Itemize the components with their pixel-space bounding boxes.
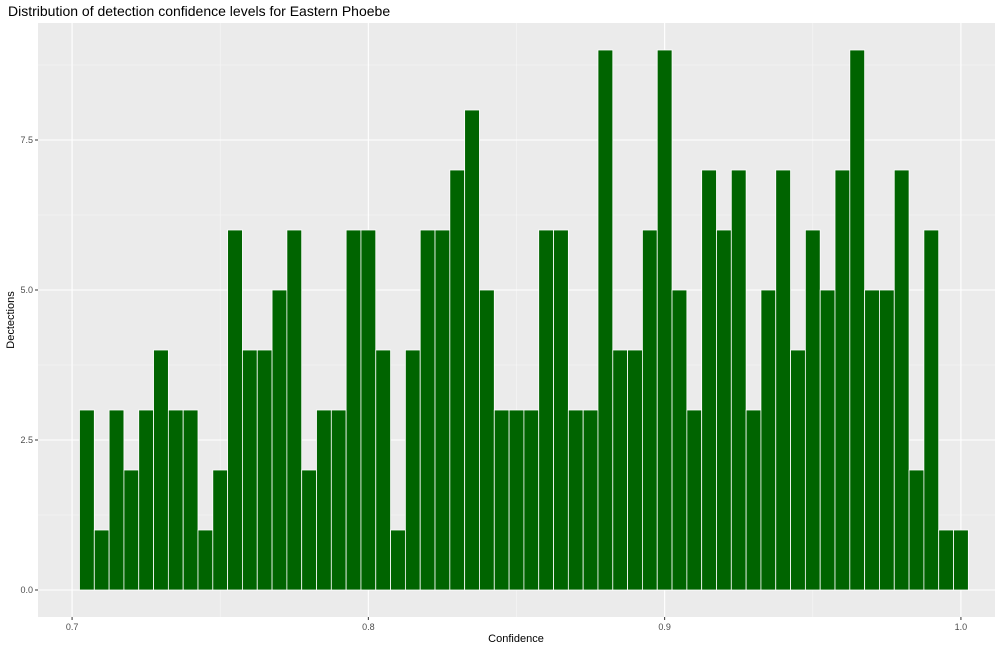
x-axis-title: Confidence xyxy=(488,633,544,645)
histogram-bar xyxy=(908,469,925,591)
histogram-bar xyxy=(582,409,599,591)
histogram-bar xyxy=(864,289,880,591)
histogram-bar xyxy=(923,229,940,591)
x-tick-label: 1.0 xyxy=(955,622,968,632)
histogram-bar xyxy=(775,169,791,591)
histogram-bar xyxy=(745,409,762,591)
histogram-bar xyxy=(893,169,910,591)
x-tick-label: 0.8 xyxy=(362,622,375,632)
histogram-bar xyxy=(686,409,703,591)
histogram-bar xyxy=(316,409,332,591)
histogram-bar xyxy=(834,169,851,591)
histogram-bar xyxy=(760,289,777,591)
histogram-bar xyxy=(197,529,214,591)
histogram-bar xyxy=(938,529,954,591)
histogram-bar xyxy=(627,349,643,591)
histogram-bar xyxy=(879,289,895,591)
histogram-bar xyxy=(790,349,806,591)
histogram-bar xyxy=(449,169,466,591)
histogram-bar xyxy=(123,469,140,591)
histogram-bar xyxy=(108,409,125,591)
histogram-bar xyxy=(716,229,732,591)
histogram-bar xyxy=(819,289,836,591)
histogram-bar xyxy=(242,349,258,591)
histogram-bar xyxy=(849,49,866,591)
histogram-bar xyxy=(390,529,406,591)
histogram-bar xyxy=(360,229,377,591)
histogram-bar xyxy=(286,229,303,591)
histogram-bar xyxy=(375,349,391,591)
histogram-bar xyxy=(701,169,717,591)
x-tick-label: 0.9 xyxy=(658,622,671,632)
y-tick-label: 5.0 xyxy=(20,285,33,295)
histogram-bar xyxy=(671,289,688,591)
histogram-bar xyxy=(419,229,436,591)
histogram-bar xyxy=(434,229,451,591)
histogram-bar xyxy=(508,409,525,591)
histogram-bar xyxy=(538,229,554,591)
histogram-bar xyxy=(730,169,747,591)
histogram-bar xyxy=(804,229,821,591)
histogram-bar xyxy=(93,529,110,591)
histogram-bar xyxy=(612,349,629,591)
y-tick-label: 0.0 xyxy=(20,585,33,595)
histogram-bar xyxy=(493,409,510,591)
chart-title: Distribution of detection confidence lev… xyxy=(8,3,390,19)
histogram-bar xyxy=(464,109,480,591)
histogram-bar xyxy=(567,409,584,591)
histogram-bar xyxy=(301,469,317,591)
histogram-bar xyxy=(212,469,229,591)
histogram-bar xyxy=(79,409,95,591)
histogram-bar xyxy=(227,229,243,591)
histogram-bar xyxy=(953,529,969,591)
histogram-bar xyxy=(479,289,495,591)
histogram-bar xyxy=(523,409,540,591)
histogram-bar xyxy=(256,349,273,591)
histogram-bar xyxy=(330,409,347,591)
histogram-bar xyxy=(656,49,673,591)
y-tick-label: 7.5 xyxy=(20,135,33,145)
y-axis: 0.0 2.5 5.0 7.5 xyxy=(20,135,38,595)
histogram-bar xyxy=(167,409,184,591)
histogram-bar xyxy=(138,409,154,591)
histogram-bar xyxy=(271,289,288,591)
histogram-bar xyxy=(553,229,569,591)
bars xyxy=(79,49,969,591)
y-axis-title: Dectections xyxy=(5,291,17,349)
x-tick-label: 0.7 xyxy=(66,622,79,632)
histogram-bar xyxy=(597,49,614,591)
histogram-bar xyxy=(642,229,658,591)
histogram-bar xyxy=(182,409,199,591)
histogram-bar xyxy=(345,229,362,591)
histogram-bar xyxy=(404,349,421,591)
y-tick-label: 2.5 xyxy=(20,435,33,445)
histogram-bar xyxy=(153,349,169,591)
x-axis: 0.7 0.8 0.9 1.0 xyxy=(66,617,967,632)
